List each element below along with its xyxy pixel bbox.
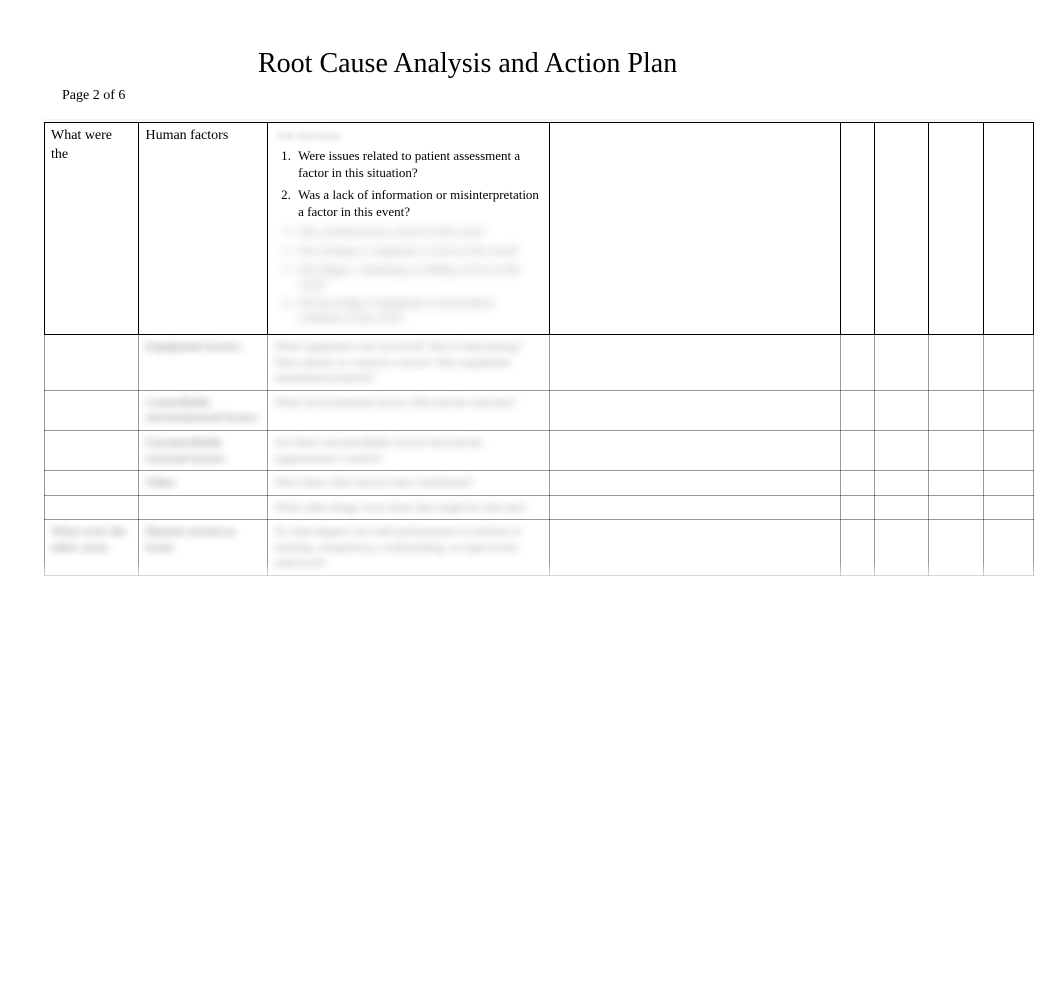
cell-empty — [549, 390, 840, 430]
cell-empty — [983, 520, 1033, 576]
table-row: What were the Human factors Ask Question… — [45, 123, 1034, 335]
cell-empty — [875, 471, 929, 496]
cell-empty — [841, 335, 875, 391]
cell-empty — [45, 431, 139, 471]
cell-text: Are there uncontrollable factors beyond … — [268, 431, 549, 471]
rca-table-container: What were the Human factors Ask Question… — [44, 122, 1034, 576]
cell-empty — [549, 495, 840, 520]
cell-section: What were the other areas — [45, 520, 139, 576]
cell-empty — [45, 390, 139, 430]
cell-empty — [875, 123, 929, 335]
cell-empty — [983, 335, 1033, 391]
cell-empty — [841, 495, 875, 520]
cell-empty — [841, 431, 875, 471]
cell-empty — [549, 520, 840, 576]
cell-text: To what degree was staff performance in … — [268, 520, 549, 576]
cell-what-were-the: What were the — [45, 123, 139, 335]
cell-empty — [929, 123, 983, 335]
table-row: Controllable environmental factors What … — [45, 390, 1034, 430]
cell-empty — [875, 335, 929, 391]
page-title: Root Cause Analysis and Action Plan — [0, 0, 1062, 80]
cell-category: Other — [139, 471, 268, 496]
cell-empty — [45, 495, 139, 520]
cell-empty — [841, 390, 875, 430]
cell-empty — [929, 495, 983, 520]
cell-questions: Ask Questions Were issues related to pat… — [268, 123, 549, 335]
cell-empty — [841, 471, 875, 496]
cell-empty — [929, 520, 983, 576]
table-row: What were the other areas Human resource… — [45, 520, 1034, 576]
question-item: Was a lack of information or misinterpre… — [294, 186, 540, 221]
question-item: Did the design of equipment or environme… — [294, 296, 540, 326]
cell-category: Uncontrollable external factors — [139, 431, 268, 471]
cell-empty — [549, 431, 840, 471]
question-item: Were issues related to patient assessmen… — [294, 147, 540, 182]
cell-empty — [875, 520, 929, 576]
cell-category: Equipment factors — [139, 335, 268, 391]
cell-empty — [549, 123, 840, 335]
table-row: Other Were there other factors that cont… — [45, 471, 1034, 496]
cell-empty — [549, 335, 840, 391]
table-row: Uncontrollable external factors Are ther… — [45, 431, 1034, 471]
cell-category: Human resources issues — [139, 520, 268, 576]
cell-text: What equipment was involved? Was it func… — [268, 335, 549, 391]
cell-empty — [875, 390, 929, 430]
cell-empty — [983, 495, 1033, 520]
table-row: What other things were there that might … — [45, 495, 1034, 520]
cell-empty — [929, 431, 983, 471]
cell-empty — [929, 390, 983, 430]
cell-empty — [841, 520, 875, 576]
cell-empty — [983, 123, 1033, 335]
cell-empty — [983, 471, 1033, 496]
cell-empty — [139, 495, 268, 520]
cell-text: What environmental factors affected the … — [268, 390, 549, 430]
cell-empty — [549, 471, 840, 496]
cell-empty — [841, 123, 875, 335]
cell-empty — [983, 390, 1033, 430]
cell-empty — [929, 471, 983, 496]
cell-empty — [875, 431, 929, 471]
cell-empty — [45, 335, 139, 391]
cell-text: Were there other factors that contribute… — [268, 471, 549, 496]
question-item: Was training or competency a factor in t… — [294, 244, 540, 259]
questions-header: Ask Questions — [276, 129, 540, 144]
cell-empty — [45, 471, 139, 496]
cell-category: Controllable environmental factors — [139, 390, 268, 430]
question-item: Was fatigue / scheduling or staffing a f… — [294, 263, 540, 293]
cell-text: What other things were there that might … — [268, 495, 549, 520]
page-number: Page 2 of 6 — [0, 80, 1062, 104]
cell-empty — [875, 495, 929, 520]
cell-empty — [929, 335, 983, 391]
question-item: Was communication a factor in this event… — [294, 225, 540, 240]
rca-table: What were the Human factors Ask Question… — [44, 122, 1034, 576]
cell-empty — [983, 431, 1033, 471]
table-row: Equipment factors What equipment was inv… — [45, 335, 1034, 391]
cell-human-factors: Human factors — [139, 123, 268, 335]
